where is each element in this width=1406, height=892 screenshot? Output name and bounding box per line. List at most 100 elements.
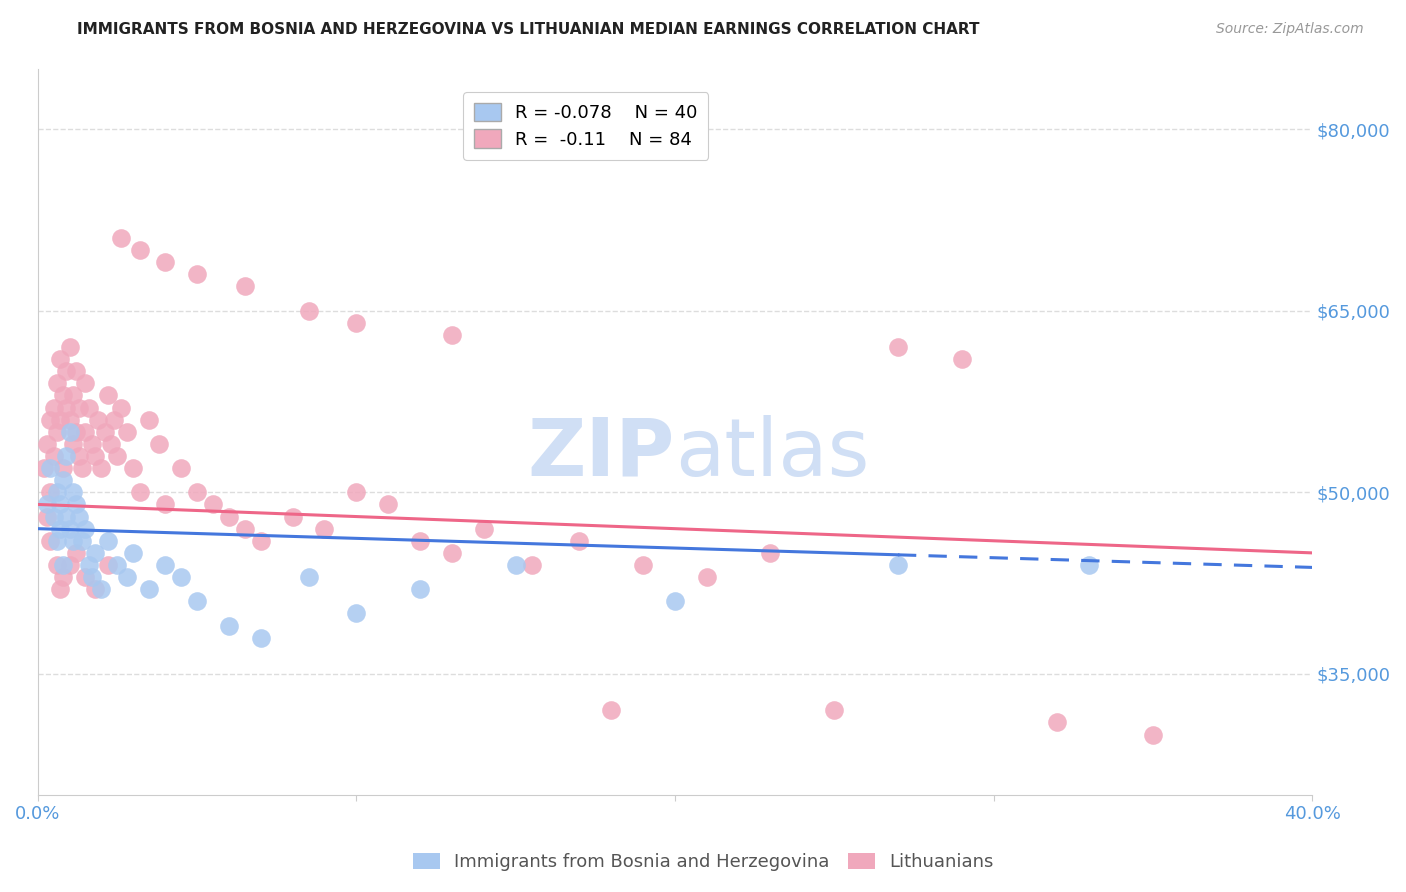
Point <box>37 509 59 524</box>
Point <box>55 509 77 524</box>
Point <box>62 485 84 500</box>
Point <box>52 461 75 475</box>
Point <box>218 618 240 632</box>
Point <box>55 364 77 378</box>
Text: ZIP: ZIP <box>527 415 675 492</box>
Point <box>39 461 62 475</box>
Point <box>37 437 59 451</box>
Point <box>75 522 97 536</box>
Point <box>664 594 686 608</box>
Point <box>153 558 176 572</box>
Point <box>49 412 72 426</box>
Point <box>84 546 107 560</box>
Point <box>115 425 138 439</box>
Point <box>170 461 193 475</box>
Point <box>42 509 65 524</box>
Legend: Immigrants from Bosnia and Herzegovina, Lithuanians: Immigrants from Bosnia and Herzegovina, … <box>405 846 1001 879</box>
Point <box>103 412 125 426</box>
Point <box>314 522 336 536</box>
Point <box>950 352 973 367</box>
Point <box>887 558 910 572</box>
Point <box>186 485 208 500</box>
Point <box>93 425 115 439</box>
Point <box>49 352 72 367</box>
Point <box>887 340 910 354</box>
Point <box>45 376 67 391</box>
Point <box>138 582 160 597</box>
Point <box>72 461 94 475</box>
Point <box>52 473 75 487</box>
Point <box>42 401 65 415</box>
Point <box>233 522 256 536</box>
Point <box>62 388 84 402</box>
Point <box>218 509 240 524</box>
Point <box>97 533 120 548</box>
Point <box>67 401 90 415</box>
Point <box>409 582 432 597</box>
Point <box>55 449 77 463</box>
Point <box>97 388 120 402</box>
Point <box>75 425 97 439</box>
Point <box>110 401 132 415</box>
Point <box>39 412 62 426</box>
Point <box>520 558 543 572</box>
Point <box>122 461 145 475</box>
Point <box>631 558 654 572</box>
Point <box>105 558 128 572</box>
Text: IMMIGRANTS FROM BOSNIA AND HERZEGOVINA VS LITHUANIAN MEDIAN EARNINGS CORRELATION: IMMIGRANTS FROM BOSNIA AND HERZEGOVINA V… <box>77 22 980 37</box>
Point <box>45 533 67 548</box>
Point <box>115 570 138 584</box>
Point <box>186 268 208 282</box>
Point <box>58 412 80 426</box>
Point <box>45 425 67 439</box>
Point <box>759 546 782 560</box>
Point <box>297 570 319 584</box>
Point <box>1142 727 1164 741</box>
Point <box>281 509 304 524</box>
Point <box>110 231 132 245</box>
Point <box>65 546 87 560</box>
Point <box>49 498 72 512</box>
Point <box>377 498 399 512</box>
Point <box>249 533 271 548</box>
Point <box>67 449 90 463</box>
Point <box>472 522 495 536</box>
Point <box>45 558 67 572</box>
Point <box>65 425 87 439</box>
Text: Source: ZipAtlas.com: Source: ZipAtlas.com <box>1216 22 1364 37</box>
Point <box>249 631 271 645</box>
Point <box>32 461 55 475</box>
Point <box>128 485 150 500</box>
Point <box>568 533 591 548</box>
Point <box>186 594 208 608</box>
Point <box>80 437 103 451</box>
Point <box>87 412 110 426</box>
Point <box>1078 558 1101 572</box>
Point <box>52 558 75 572</box>
Text: atlas: atlas <box>675 415 869 492</box>
Point <box>39 485 62 500</box>
Point <box>696 570 718 584</box>
Point <box>58 425 80 439</box>
Point <box>1046 715 1069 730</box>
Point <box>42 449 65 463</box>
Point <box>90 582 112 597</box>
Point <box>52 570 75 584</box>
Point <box>128 243 150 257</box>
Point <box>440 546 463 560</box>
Point <box>49 582 72 597</box>
Point <box>39 533 62 548</box>
Point <box>170 570 193 584</box>
Point <box>77 401 100 415</box>
Point <box>344 607 367 621</box>
Point <box>75 376 97 391</box>
Point <box>505 558 527 572</box>
Point <box>823 703 845 717</box>
Point <box>49 522 72 536</box>
Legend: R = -0.078    N = 40, R =  -0.11    N = 84: R = -0.078 N = 40, R = -0.11 N = 84 <box>463 92 709 160</box>
Point <box>122 546 145 560</box>
Point <box>84 582 107 597</box>
Point <box>344 316 367 330</box>
Point <box>84 449 107 463</box>
Point <box>62 533 84 548</box>
